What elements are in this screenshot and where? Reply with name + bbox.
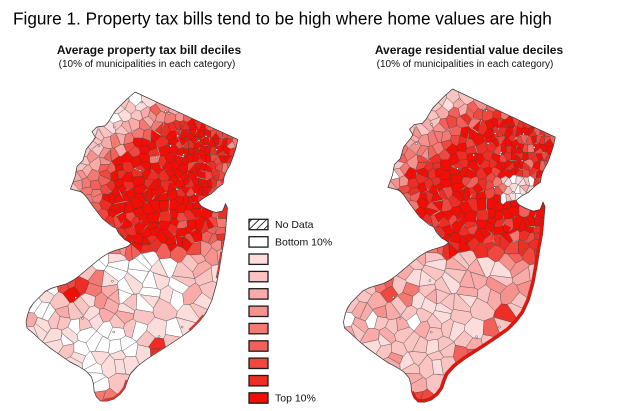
svg-text:Average property tax bill deci: Average property tax bill deciles [57,43,242,57]
svg-text:No Data: No Data [275,219,314,231]
svg-text:(10% of municipalities in each: (10% of municipalities in each category) [59,59,236,70]
svg-text:Top 10%: Top 10% [275,393,316,405]
svg-text:Figure 1. Property tax bills t: Figure 1. Property tax bills tend to be … [13,8,552,28]
svg-text:Bottom 10%: Bottom 10% [275,237,332,249]
svg-text:Average residential value deci: Average residential value deciles [375,43,564,57]
svg-text:(10% of municipalities in each: (10% of municipalities in each category) [377,59,554,70]
